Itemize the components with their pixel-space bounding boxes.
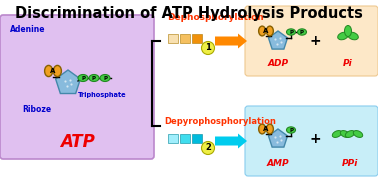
FancyBboxPatch shape	[0, 15, 154, 159]
Ellipse shape	[297, 29, 307, 35]
Text: +: +	[309, 132, 321, 146]
FancyArrow shape	[215, 33, 247, 49]
Ellipse shape	[345, 131, 355, 137]
Text: Pi: Pi	[343, 59, 353, 68]
Text: P: P	[300, 30, 304, 35]
Polygon shape	[268, 129, 288, 147]
Polygon shape	[56, 70, 81, 94]
Ellipse shape	[348, 32, 358, 40]
Text: A: A	[263, 28, 269, 34]
Circle shape	[201, 142, 214, 155]
FancyArrow shape	[215, 134, 247, 148]
Text: P: P	[81, 75, 85, 81]
Text: ADP: ADP	[268, 59, 288, 68]
Ellipse shape	[287, 29, 296, 35]
Text: 1: 1	[205, 43, 211, 52]
Ellipse shape	[266, 26, 273, 36]
Text: P: P	[289, 30, 293, 35]
Bar	[180, 134, 190, 143]
Text: A: A	[50, 68, 56, 74]
Bar	[168, 34, 178, 43]
Text: Riboze: Riboze	[22, 104, 51, 113]
Ellipse shape	[353, 131, 363, 137]
Text: A: A	[263, 126, 269, 132]
Ellipse shape	[89, 75, 99, 81]
Polygon shape	[268, 31, 288, 49]
Text: Discrimination of ATP Hydrolysis Products: Discrimination of ATP Hydrolysis Product…	[15, 6, 363, 21]
Bar	[180, 34, 190, 43]
Ellipse shape	[45, 65, 53, 77]
Text: Triphosphate: Triphosphate	[78, 92, 127, 98]
Bar	[192, 34, 202, 43]
Ellipse shape	[338, 32, 348, 40]
FancyBboxPatch shape	[245, 6, 378, 76]
Ellipse shape	[53, 65, 61, 77]
Ellipse shape	[78, 75, 88, 81]
Text: +: +	[309, 34, 321, 48]
Ellipse shape	[266, 124, 273, 134]
Ellipse shape	[100, 75, 110, 81]
FancyBboxPatch shape	[245, 106, 378, 176]
Ellipse shape	[332, 131, 342, 137]
Ellipse shape	[287, 127, 296, 133]
Ellipse shape	[344, 26, 352, 37]
Ellipse shape	[259, 124, 266, 134]
Text: AMP: AMP	[267, 159, 289, 168]
Text: P: P	[289, 127, 293, 132]
Circle shape	[201, 41, 214, 54]
Text: PPi: PPi	[342, 159, 358, 168]
Text: Adenine: Adenine	[10, 24, 45, 33]
Text: 2: 2	[205, 144, 211, 153]
Bar	[192, 134, 202, 143]
Ellipse shape	[340, 131, 350, 137]
Ellipse shape	[259, 26, 266, 36]
Text: Dephosphorylation: Dephosphorylation	[167, 14, 264, 22]
Text: Depyrophosphorylation: Depyrophosphorylation	[164, 117, 276, 125]
Text: ATP: ATP	[60, 133, 94, 151]
Bar	[168, 134, 178, 143]
Text: P: P	[92, 75, 96, 81]
Text: P: P	[103, 75, 107, 81]
